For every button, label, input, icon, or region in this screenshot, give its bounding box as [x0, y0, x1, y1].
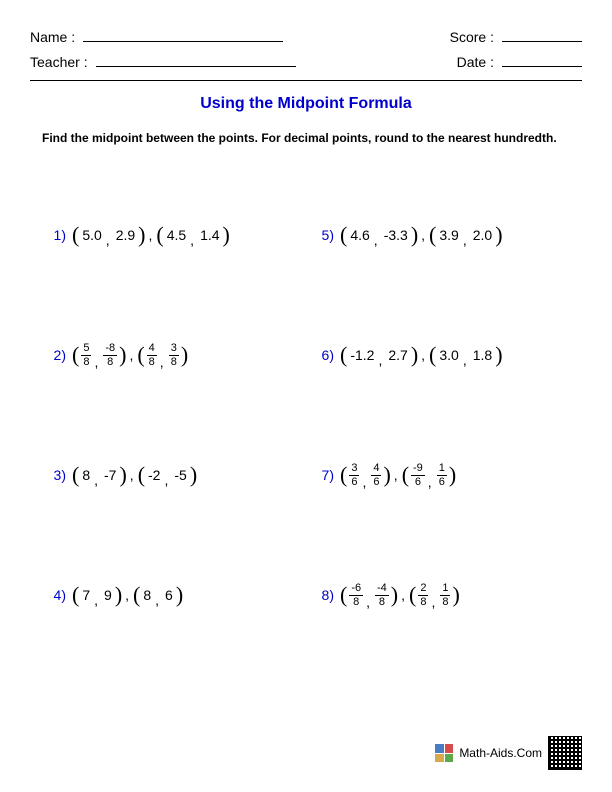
problem-coords: (58,-88),(48,38) [72, 342, 188, 367]
score-label: Score : [450, 29, 494, 45]
problem-number: 7) [306, 467, 334, 483]
date-label: Date : [457, 54, 494, 70]
right-column: 5) (4.6,-3.3),(3.9,2.0) 6) (-1.2,2.7),(3.0,… [306, 175, 574, 655]
problem-coords: (-1.2,2.7),(3.0,1.8) [340, 344, 503, 366]
teacher-field: Teacher : [30, 53, 296, 70]
problem: 3) (8,-7),(-2,-5) [38, 415, 306, 535]
logo-icon [435, 744, 453, 762]
problem-coords: (-68,-48),(28,18) [340, 582, 460, 607]
name-label: Name : [30, 29, 75, 45]
problem: 5) (4.6,-3.3),(3.9,2.0) [306, 175, 574, 295]
teacher-label: Teacher : [30, 54, 88, 70]
problem: 1) (5.0,2.9),(4.5,1.4) [38, 175, 306, 295]
problem-number: 6) [306, 347, 334, 363]
problems-container: 1) (5.0,2.9),(4.5,1.4) 2) (58,-88),(48,38) 3… [30, 175, 582, 655]
problem-number: 2) [38, 347, 66, 363]
problem: 7) (36,46),(-96,16) [306, 415, 574, 535]
problem: 2) (58,-88),(48,38) [38, 295, 306, 415]
problem-coords: (36,46),(-96,16) [340, 462, 456, 487]
footer-site: Math-Aids.Com [459, 746, 542, 760]
problem-number: 4) [38, 587, 66, 603]
problem-coords: (4.6,-3.3),(3.9,2.0) [340, 224, 503, 246]
qr-code-icon [548, 736, 582, 770]
problem: 6) (-1.2,2.7),(3.0,1.8) [306, 295, 574, 415]
problem-number: 8) [306, 587, 334, 603]
score-field: Score : [450, 28, 582, 45]
date-field: Date : [457, 53, 582, 70]
date-blank[interactable] [502, 53, 582, 67]
header-divider [30, 80, 582, 81]
problem-number: 3) [38, 467, 66, 483]
problem-coords: (8,-7),(-2,-5) [72, 464, 197, 486]
name-field: Name : [30, 28, 283, 45]
left-column: 1) (5.0,2.9),(4.5,1.4) 2) (58,-88),(48,38) 3… [38, 175, 306, 655]
page-title: Using the Midpoint Formula [30, 95, 582, 113]
problem-coords: (5.0,2.9),(4.5,1.4) [72, 224, 230, 246]
score-blank[interactable] [502, 28, 582, 42]
name-blank[interactable] [83, 28, 283, 42]
problem-number: 5) [306, 227, 334, 243]
problem: 4) (7,9),(8,6) [38, 535, 306, 655]
instructions: Find the midpoint between the points. Fo… [42, 131, 582, 145]
footer: Math-Aids.Com [435, 736, 582, 770]
teacher-blank[interactable] [96, 53, 296, 67]
problem: 8) (-68,-48),(28,18) [306, 535, 574, 655]
problem-coords: (7,9),(8,6) [72, 584, 183, 606]
problem-number: 1) [38, 227, 66, 243]
